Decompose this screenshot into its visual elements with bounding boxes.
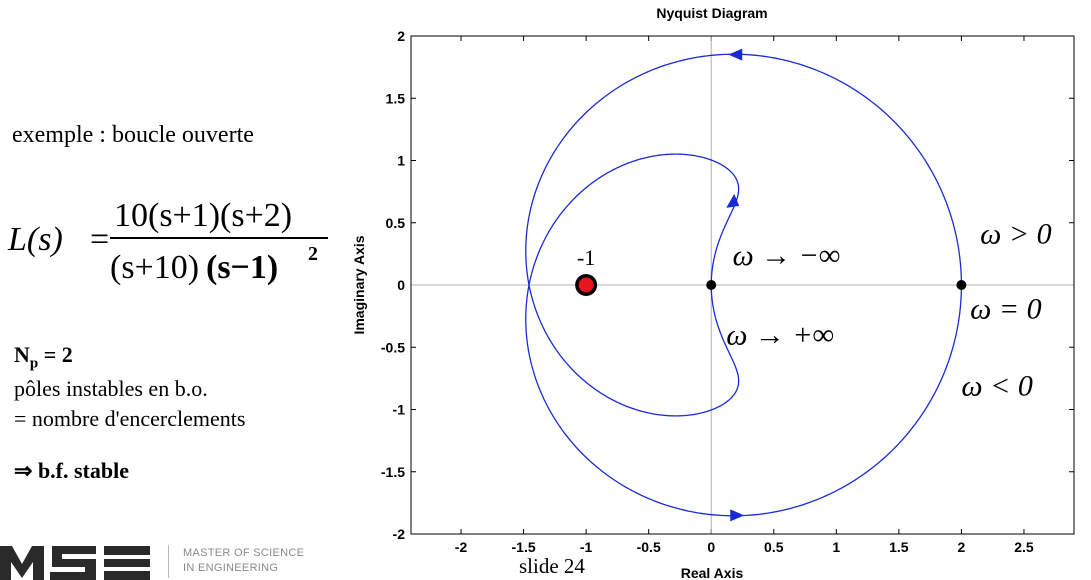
y-tick-label: 2 xyxy=(397,28,405,44)
x-tick-label: -2 xyxy=(455,539,468,555)
np-subscript: p xyxy=(29,355,39,372)
plot-frame xyxy=(410,35,1075,535)
x-tick-label: 2.5 xyxy=(1014,539,1034,555)
omega-annotation: ω → −∞ xyxy=(732,239,840,272)
slide-number: slide 24 xyxy=(519,554,585,578)
x-tick-label: 2 xyxy=(958,539,966,555)
y-tick-label: 0.5 xyxy=(386,215,406,231)
formula-exponent: 2 xyxy=(308,243,318,265)
np-value: Np = 2 xyxy=(14,342,73,372)
chart-title: Nyquist Diagram xyxy=(656,5,767,21)
curve-marker xyxy=(956,280,967,290)
y-tick-label: 0 xyxy=(397,277,405,293)
x-tick-label: 0 xyxy=(707,539,715,555)
x-tick-label: 1 xyxy=(832,539,840,555)
omega-annotation: ω > 0 xyxy=(980,218,1051,251)
y-tick-label: -0.5 xyxy=(381,339,405,355)
conclusion: ⇒ b.f. stable xyxy=(14,458,129,484)
direction-arrow xyxy=(728,48,743,61)
logo-letter-e xyxy=(104,546,150,580)
direction-arrow xyxy=(726,193,740,208)
implies-arrow: ⇒ xyxy=(14,458,33,483)
logo-letter-s xyxy=(50,546,96,580)
x-tick-label: 0.5 xyxy=(764,539,784,555)
x-axis-title: Real Axis xyxy=(681,565,744,580)
direction-arrow xyxy=(730,509,745,522)
omega-annotation: ω → +∞ xyxy=(726,319,834,352)
nyquist-chart: Nyquist Diagram Real Axis Imaginary Axis… xyxy=(351,5,1075,580)
x-tick-label: 1.5 xyxy=(889,539,909,555)
y-axis-title: Imaginary Axis xyxy=(351,235,367,334)
logo-divider xyxy=(168,545,169,578)
intro-text: exemple : boucle ouverte xyxy=(12,122,254,148)
curve-marker xyxy=(706,280,717,290)
np-number: = 2 xyxy=(38,342,73,367)
logo-letter-m xyxy=(0,546,44,580)
logo-text: MASTER OF SCIENCE IN ENGINEERING xyxy=(183,546,304,576)
formula-numerator: 10(s+1)(s+2) xyxy=(114,197,292,234)
poles-line-1: pôles instables en b.o. xyxy=(14,376,208,401)
omega-annotation: ω < 0 xyxy=(961,370,1032,403)
y-tick-label: 1.5 xyxy=(386,90,406,106)
conclusion-text: b.f. stable xyxy=(32,458,129,483)
y-tick-label: -2 xyxy=(393,526,406,542)
formula-denominator-right: (s−1) xyxy=(206,249,278,286)
x-tick-label: -0.5 xyxy=(637,539,661,555)
y-tick-label: -1 xyxy=(393,402,406,418)
x-tick-label: -1.5 xyxy=(512,539,536,555)
poles-explanation: pôles instables en b.o. = nombre d'encer… xyxy=(14,374,245,434)
nyquist-curve-positive-freq xyxy=(525,53,963,417)
critical-point xyxy=(578,277,594,293)
logo-line-2: IN ENGINEERING xyxy=(183,562,279,574)
omega-annotation: ω = 0 xyxy=(970,292,1041,325)
logo-line-1: MASTER OF SCIENCE xyxy=(183,547,305,559)
y-tick-label: -1.5 xyxy=(381,464,405,480)
transfer-function-formula: L(s) = 10(s+1)(s+2) (s+10) (s−1) 2 xyxy=(7,197,328,286)
mse-logo xyxy=(0,546,150,580)
poles-line-2: = nombre d'encerclements xyxy=(14,406,246,431)
y-tick-label: 1 xyxy=(397,153,405,169)
formula-equals: = xyxy=(90,221,109,258)
formula-denominator-left: (s+10) xyxy=(110,249,199,286)
formula-lhs: L(s) xyxy=(7,221,63,258)
x-tick-label: -1 xyxy=(580,539,593,555)
np-main: N xyxy=(14,342,30,367)
critical-point-label: -1 xyxy=(577,245,595,270)
